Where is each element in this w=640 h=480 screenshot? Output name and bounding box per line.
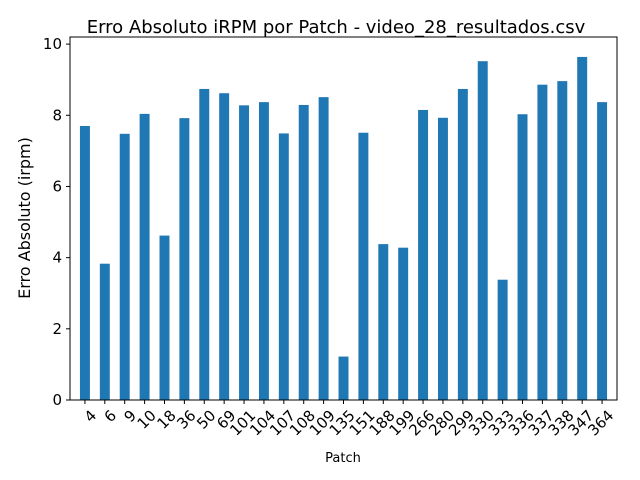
- bar-50: [199, 88, 210, 401]
- bar-107: [278, 133, 289, 400]
- bar-4: [79, 125, 90, 400]
- bar-266: [418, 109, 429, 401]
- bar-108: [298, 104, 309, 400]
- bar-10: [139, 113, 150, 401]
- y-tick-label: 2: [52, 320, 62, 338]
- bar-109: [318, 97, 329, 400]
- x-tick-label: 6: [101, 407, 120, 426]
- bar-151: [358, 132, 369, 401]
- bar-104: [258, 102, 269, 400]
- bar-135: [338, 356, 349, 400]
- x-tick-label: 4: [81, 407, 100, 426]
- y-tick-label: 6: [52, 177, 62, 195]
- y-tick-label: 4: [52, 249, 62, 267]
- bar-9: [119, 133, 130, 401]
- plot-frame: [69, 36, 618, 401]
- bar-337: [537, 84, 548, 400]
- bar-69: [219, 93, 230, 400]
- y-tick-label: 8: [52, 106, 62, 124]
- bar-280: [437, 117, 448, 400]
- bar-101: [239, 105, 250, 400]
- y-axis-ticks: 0 2 4 6 8 10: [43, 35, 70, 409]
- x-axis-ticks: 4 6 91018365069101104107108109135151188199…: [81, 400, 617, 440]
- bar-338: [557, 81, 568, 400]
- y-tick-label: 0: [52, 391, 62, 409]
- bar-347: [577, 56, 588, 401]
- y-axis-label: Erro Absoluto (irpm): [15, 137, 34, 299]
- bar-336: [517, 114, 528, 400]
- bars-group: [79, 56, 608, 401]
- x-axis-label: Patch: [325, 451, 361, 466]
- chart-title: Erro Absoluto iRPM por Patch - video_28_…: [87, 17, 586, 38]
- bar-330: [477, 61, 488, 400]
- bar-333: [497, 279, 508, 400]
- bar-299: [457, 88, 468, 401]
- bar-6: [99, 263, 110, 400]
- bar-199: [398, 247, 409, 400]
- bar-36: [179, 118, 190, 400]
- bar-364: [597, 102, 608, 400]
- bar-18: [159, 235, 170, 400]
- bar-188: [378, 244, 389, 400]
- y-tick-label: 10: [43, 35, 62, 53]
